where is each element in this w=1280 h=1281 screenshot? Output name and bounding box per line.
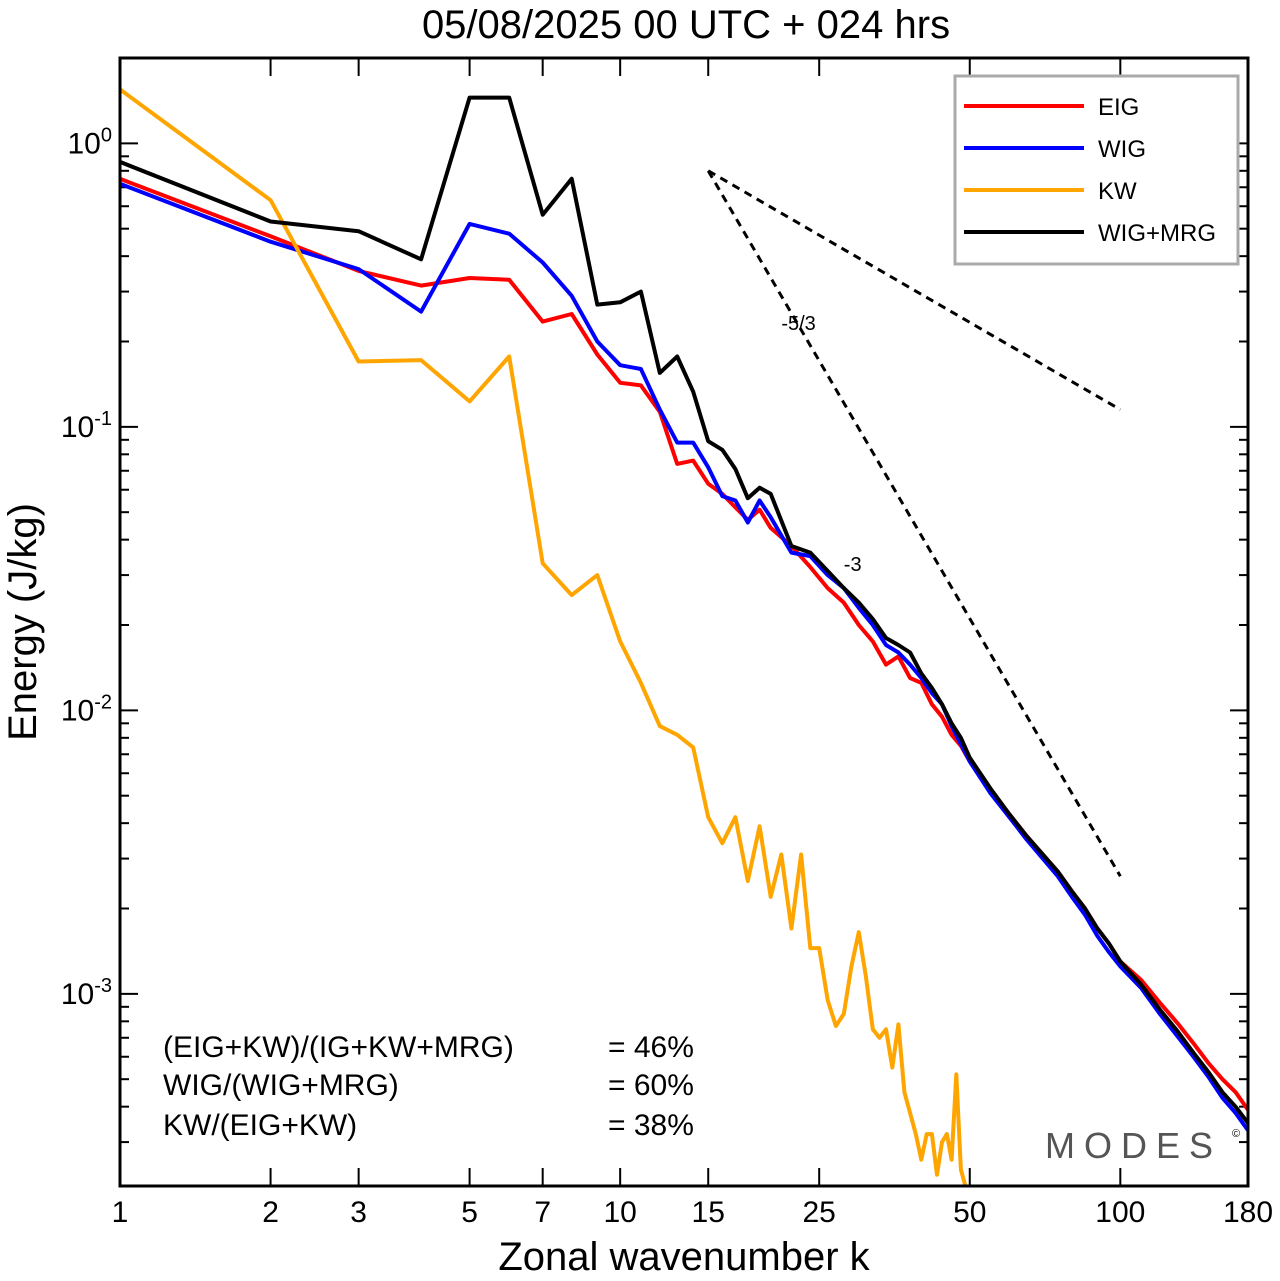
x-tick-label: 10 [603,1196,636,1229]
series-line-wig-mrg [120,95,1248,1125]
annotation-right: = 60% [608,1069,694,1102]
x-tick-label: 1 [112,1196,129,1229]
x-tick-label: 3 [350,1196,367,1229]
y-axis-label: Energy (J/kg) [1,503,45,741]
legend-label: WIG [1098,136,1146,163]
annotation-left: WIG/(WIG+MRG) [163,1069,399,1102]
reference-slope-lines: -5/3 -3 [706,169,1122,877]
plot-area: -5/3-3 1 2 3 5 7 10 15 25 50 100 180 10010-110-210… [61,56,1273,1229]
modes-watermark: MODES [1045,1125,1222,1166]
y-tick-label: 10-2 [61,691,112,727]
annotation-left: KW/(EIG+KW) [163,1109,357,1142]
legend-label: EIG [1098,94,1139,121]
y-tick-label: 10-3 [61,975,112,1011]
x-tick-label: 25 [803,1196,836,1229]
y-tick-label: 100 [68,124,113,160]
x-axis-tick-labels: 1 2 3 5 7 10 15 25 50 100 180 [112,1196,1273,1229]
x-axis-label: Zonal wavenumber k [498,1235,870,1279]
annotation-right: = 38% [608,1109,694,1142]
chart-title: 05/08/2025 00 UTC + 024 hrs [422,3,950,47]
legend-label: WIG+MRG [1098,220,1216,247]
reference-line-label: -5/3 [781,313,815,335]
x-tick-label: 5 [461,1196,478,1229]
series-line-eig [120,176,1248,1111]
y-tick-label: 10-1 [61,408,112,444]
x-tick-label: 180 [1223,1196,1273,1229]
x-tick-label: 2 [262,1196,279,1229]
legend-label: KW [1098,178,1137,205]
plot-frame [118,56,1250,1188]
ratio-annotations: (EIG+KW)/(IG+KW+MRG) = 46% WIG/(WIG+MRG)… [163,1031,694,1142]
x-tick-label: 15 [692,1196,725,1229]
series-line-kw [120,87,968,1186]
reference-line [706,170,1122,877]
reference-line-label: -3 [844,554,862,576]
y-axis-tick-labels: 100 10-1 10-2 10-3 [61,124,112,1011]
series-lines [120,87,1248,1186]
annotation-right: = 46% [608,1031,694,1064]
x-tick-label: 7 [534,1196,551,1229]
reference-line [707,169,1122,411]
x-tick-label: 50 [953,1196,986,1229]
legend: EIG WIG KW WIG+MRG [953,74,1240,266]
copyright-mark: © [1232,1128,1240,1140]
annotation-left: (EIG+KW)/(IG+KW+MRG) [163,1031,514,1064]
x-tick-label: 100 [1095,1196,1145,1229]
series-line-wig [120,181,1248,1132]
